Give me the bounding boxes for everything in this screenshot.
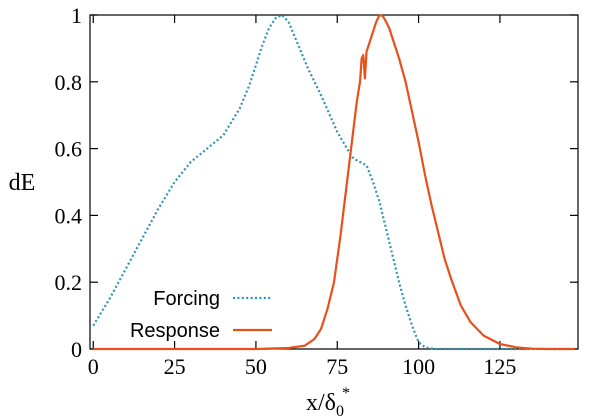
y-tick-label-2: 0.4 [55, 203, 83, 228]
x-tick-label-1: 25 [164, 354, 186, 379]
y-tick-label-3: 0.6 [55, 137, 83, 162]
legend: Forcing Response [130, 288, 272, 342]
x-axis-title-main: x/δ [306, 390, 336, 416]
x-tick-label-2: 50 [245, 354, 267, 379]
x-axis-title-superscript: * [342, 385, 350, 402]
y-tick-label-5: 1 [71, 3, 82, 28]
y-tick-label-0: 0 [71, 337, 82, 362]
y-tick-label-1: 0.2 [55, 270, 83, 295]
series-line-response [93, 13, 575, 351]
x-axis-title: x/δ0* [306, 385, 350, 419]
series-line-forcing [92, 13, 575, 351]
axis-tick-labels: 0 25 50 75 100 125 0 0.2 0.4 0.6 0.8 1 [55, 3, 517, 379]
x-tick-label-5: 125 [483, 354, 516, 379]
x-axis-title-subscript: 0 [336, 403, 344, 419]
y-axis-title: dE [9, 170, 36, 196]
x-tick-label-4: 100 [402, 354, 435, 379]
legend-label-forcing: Forcing [153, 288, 220, 310]
x-tick-label-0: 0 [88, 354, 99, 379]
plot-frame [89, 14, 579, 350]
legend-label-response: Response [130, 320, 220, 342]
series-layer [92, 13, 575, 351]
y-tick-label-4: 0.8 [55, 70, 83, 95]
x-tick-label-3: 75 [326, 354, 348, 379]
